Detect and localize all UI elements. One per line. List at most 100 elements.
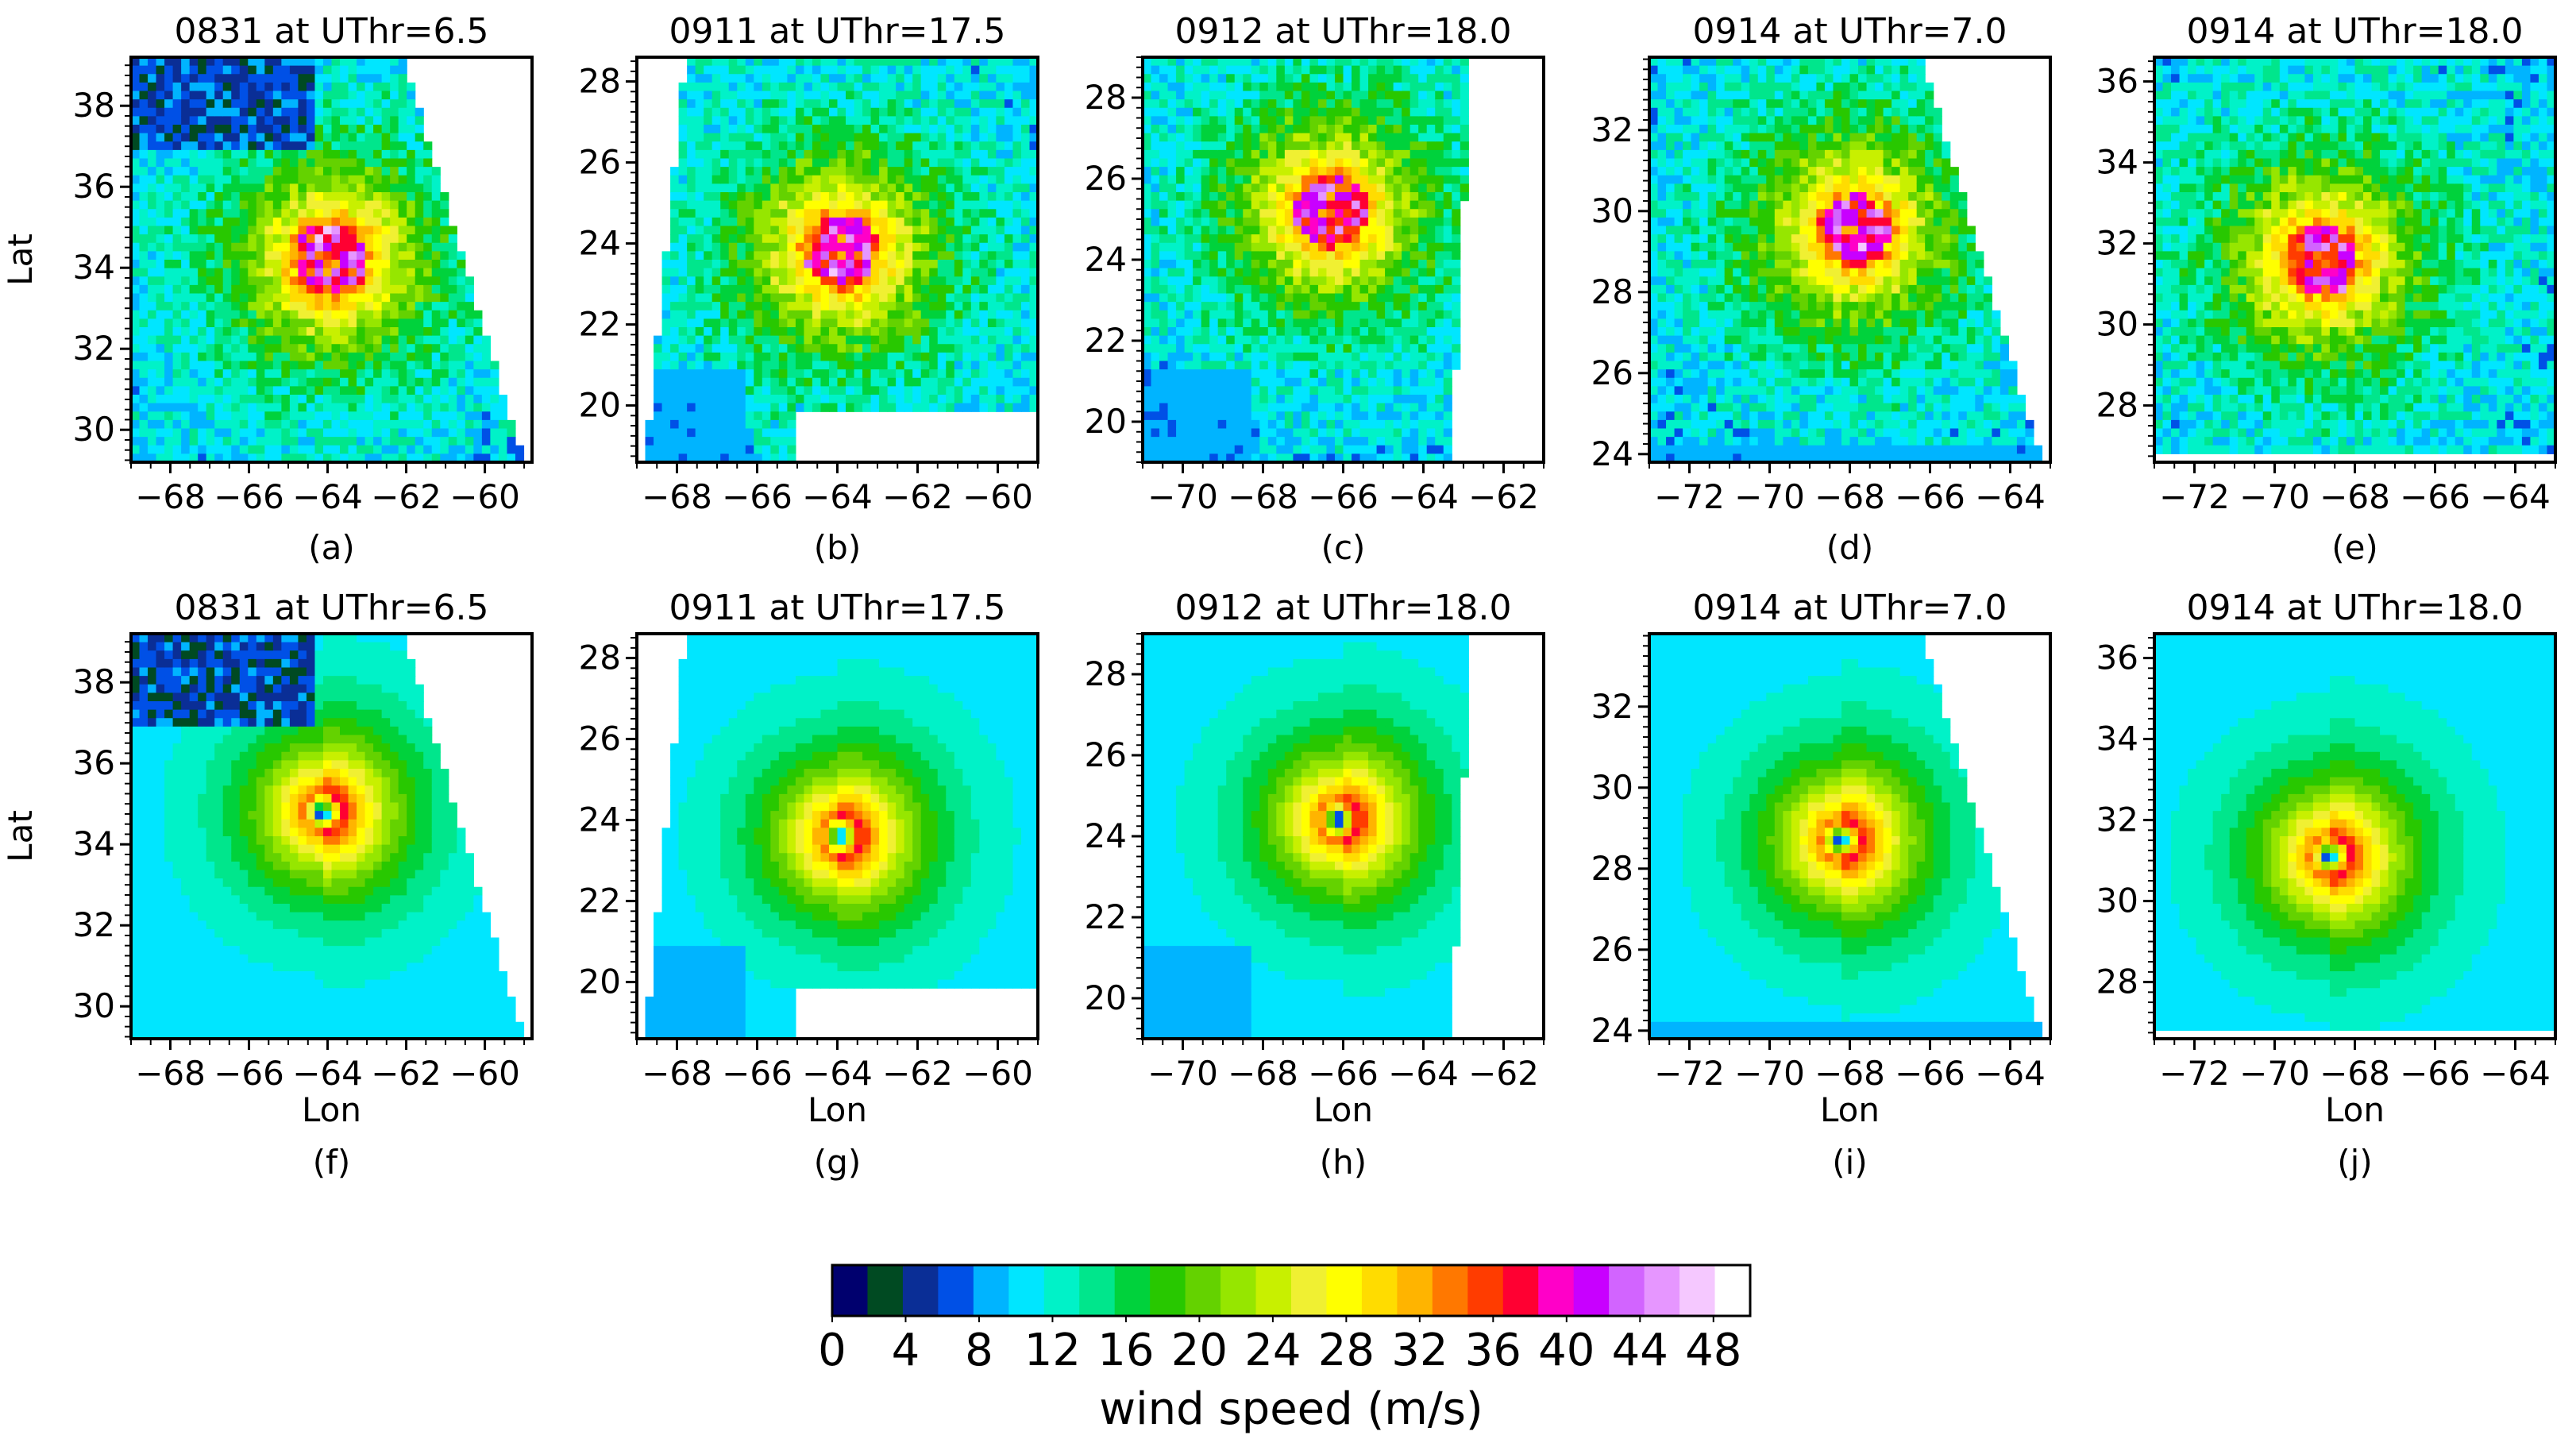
colorbar-swatch [1291, 1265, 1327, 1316]
colorbar-swatch [1609, 1265, 1645, 1316]
colorbar-swatch [1079, 1265, 1116, 1316]
y-tick-label: 30 [2096, 305, 2138, 344]
y-tick-label: 28 [1591, 849, 1633, 888]
x-tick-label: −60 [962, 477, 1033, 516]
x-tick-label: −66 [1308, 1054, 1379, 1093]
x-tick-label: −60 [449, 477, 520, 516]
x-axis-label: Lon [1313, 1090, 1373, 1129]
y-tick-label: 38 [73, 86, 115, 125]
x-tick-label: −68 [1228, 1054, 1298, 1093]
wind-field [131, 634, 525, 1040]
y-tick-label: 32 [1591, 110, 1633, 149]
x-tick-label: −72 [2159, 477, 2230, 516]
x-tick-label: −66 [214, 477, 284, 516]
colorbar-swatch [902, 1265, 939, 1316]
y-tick-label: 24 [1591, 434, 1633, 473]
y-tick-label: 26 [579, 143, 621, 182]
x-tick-label: −64 [1388, 477, 1459, 516]
y-tick-label: 32 [73, 329, 115, 368]
colorbar-tick-label: 0 [818, 1325, 846, 1376]
x-tick-label: −64 [292, 477, 363, 516]
x-tick-label: −66 [1895, 1054, 1965, 1093]
x-tick-label: −68 [2320, 1054, 2390, 1093]
x-tick-label: −62 [371, 1054, 442, 1093]
x-tick-label: −64 [1388, 1054, 1459, 1093]
y-tick-label: 36 [2096, 62, 2138, 101]
y-tick-label: 26 [1085, 159, 1127, 198]
panel-letter: (a) [308, 528, 355, 567]
wind-field [1649, 634, 2043, 1040]
colorbar-swatch [1326, 1265, 1363, 1316]
colorbar-swatch [1679, 1265, 1716, 1316]
wind-field [645, 634, 1039, 1040]
panel-title: 0914 at UThr=18.0 [2186, 11, 2523, 52]
y-tick-label: 32 [1591, 687, 1633, 726]
x-tick-label: −64 [2480, 477, 2551, 516]
panel-b: −68 −66 −64 −62 −60 20 22 24 26 28 0911 at UThr=17… [579, 11, 1039, 567]
x-axis-label: Lon [808, 1090, 867, 1129]
colorbar-tick-label: 4 [892, 1325, 920, 1376]
wind-field [1143, 634, 1469, 1040]
panel-letter: (h) [1320, 1143, 1367, 1182]
x-tick-label: −62 [1468, 477, 1539, 516]
colorbar-tick-label: 48 [1685, 1325, 1741, 1376]
x-tick-label: −64 [2480, 1054, 2551, 1093]
panel-d: −72 −70 −68 −66 −64 24 26 28 30 32 0914 at UThr=7.… [1591, 11, 2052, 567]
y-tick-label: 20 [1085, 978, 1127, 1017]
panel-g: −68 −66 −64 −62 −60 20 22 24 26 28 0911 at UThr=17… [579, 588, 1039, 1182]
panel-frame [129, 56, 534, 464]
y-tick-label: 22 [1085, 897, 1127, 936]
y-tick-label: 34 [2096, 720, 2138, 758]
colorbar-swatch [1043, 1265, 1080, 1316]
y-tick-label: 24 [1085, 240, 1127, 279]
x-tick-label: −70 [1734, 1054, 1805, 1093]
x-tick-label: −64 [1975, 1054, 2046, 1093]
colorbar-swatch [1397, 1265, 1433, 1316]
x-tick-label: −60 [449, 1054, 520, 1093]
colorbar-tick-label: 8 [965, 1325, 993, 1376]
colorbar-tick-label: 44 [1612, 1325, 1668, 1376]
y-tick-label: 26 [1591, 353, 1633, 392]
colorbar-swatch [1114, 1265, 1151, 1316]
colorbar-tick-label: 24 [1244, 1325, 1301, 1376]
panel-title: 0911 at UThr=17.5 [669, 11, 1005, 52]
colorbar-swatch [867, 1265, 904, 1316]
panel-letter: (j) [2337, 1143, 2372, 1182]
panel-letter: (f) [313, 1143, 351, 1182]
x-tick-label: −68 [1814, 1054, 1885, 1093]
colorbar-swatch [832, 1265, 868, 1316]
x-tick-label: −62 [882, 477, 953, 516]
panel-title: 0912 at UThr=18.0 [1174, 11, 1511, 52]
panel-title: 0914 at UThr=18.0 [2186, 588, 2523, 628]
y-tick-label: 24 [579, 224, 621, 263]
panel-i: −72 −70 −68 −66 −64 24 26 28 30 32 0914 at UThr=7.… [1591, 588, 2052, 1182]
panel-c: −70 −68 −66 −64 −62 20 22 24 26 28 0912 at UThr=18… [1085, 11, 1545, 567]
y-tick-label: 28 [1085, 654, 1127, 693]
colorbar-label: wind speed (m/s) [1099, 1383, 1483, 1435]
colorbar-swatch [1714, 1265, 1751, 1316]
x-tick-label: −70 [2239, 477, 2310, 516]
y-tick-label: 26 [579, 720, 621, 758]
x-tick-label: −66 [214, 1054, 284, 1093]
y-axis-label: Lat [1, 810, 40, 862]
colorbar-swatch [1467, 1265, 1504, 1316]
wind-field [645, 57, 1039, 463]
y-tick-label: 32 [2096, 801, 2138, 839]
x-tick-label: −66 [2400, 1054, 2470, 1093]
y-tick-label: 34 [2096, 143, 2138, 182]
panel-frame [129, 632, 534, 1040]
wind-field [2154, 634, 2556, 1031]
colorbar-swatch [1185, 1265, 1221, 1316]
colorbar-swatch [1008, 1265, 1045, 1316]
panel-letter: (d) [1826, 528, 1873, 567]
y-tick-label: 30 [1591, 768, 1633, 807]
y-tick-label: 30 [2096, 882, 2138, 920]
panel-letter: (g) [814, 1143, 861, 1182]
colorbar-swatch [1538, 1265, 1575, 1316]
panel-letter: (b) [814, 528, 861, 567]
panel-f: −68 −66 −64 −62 −60 30 32 34 36 38 0831 at UThr=6.… [1, 588, 534, 1182]
x-tick-label: −70 [1147, 477, 1218, 516]
x-tick-label: −68 [1228, 477, 1298, 516]
x-tick-label: −72 [1654, 1054, 1725, 1093]
